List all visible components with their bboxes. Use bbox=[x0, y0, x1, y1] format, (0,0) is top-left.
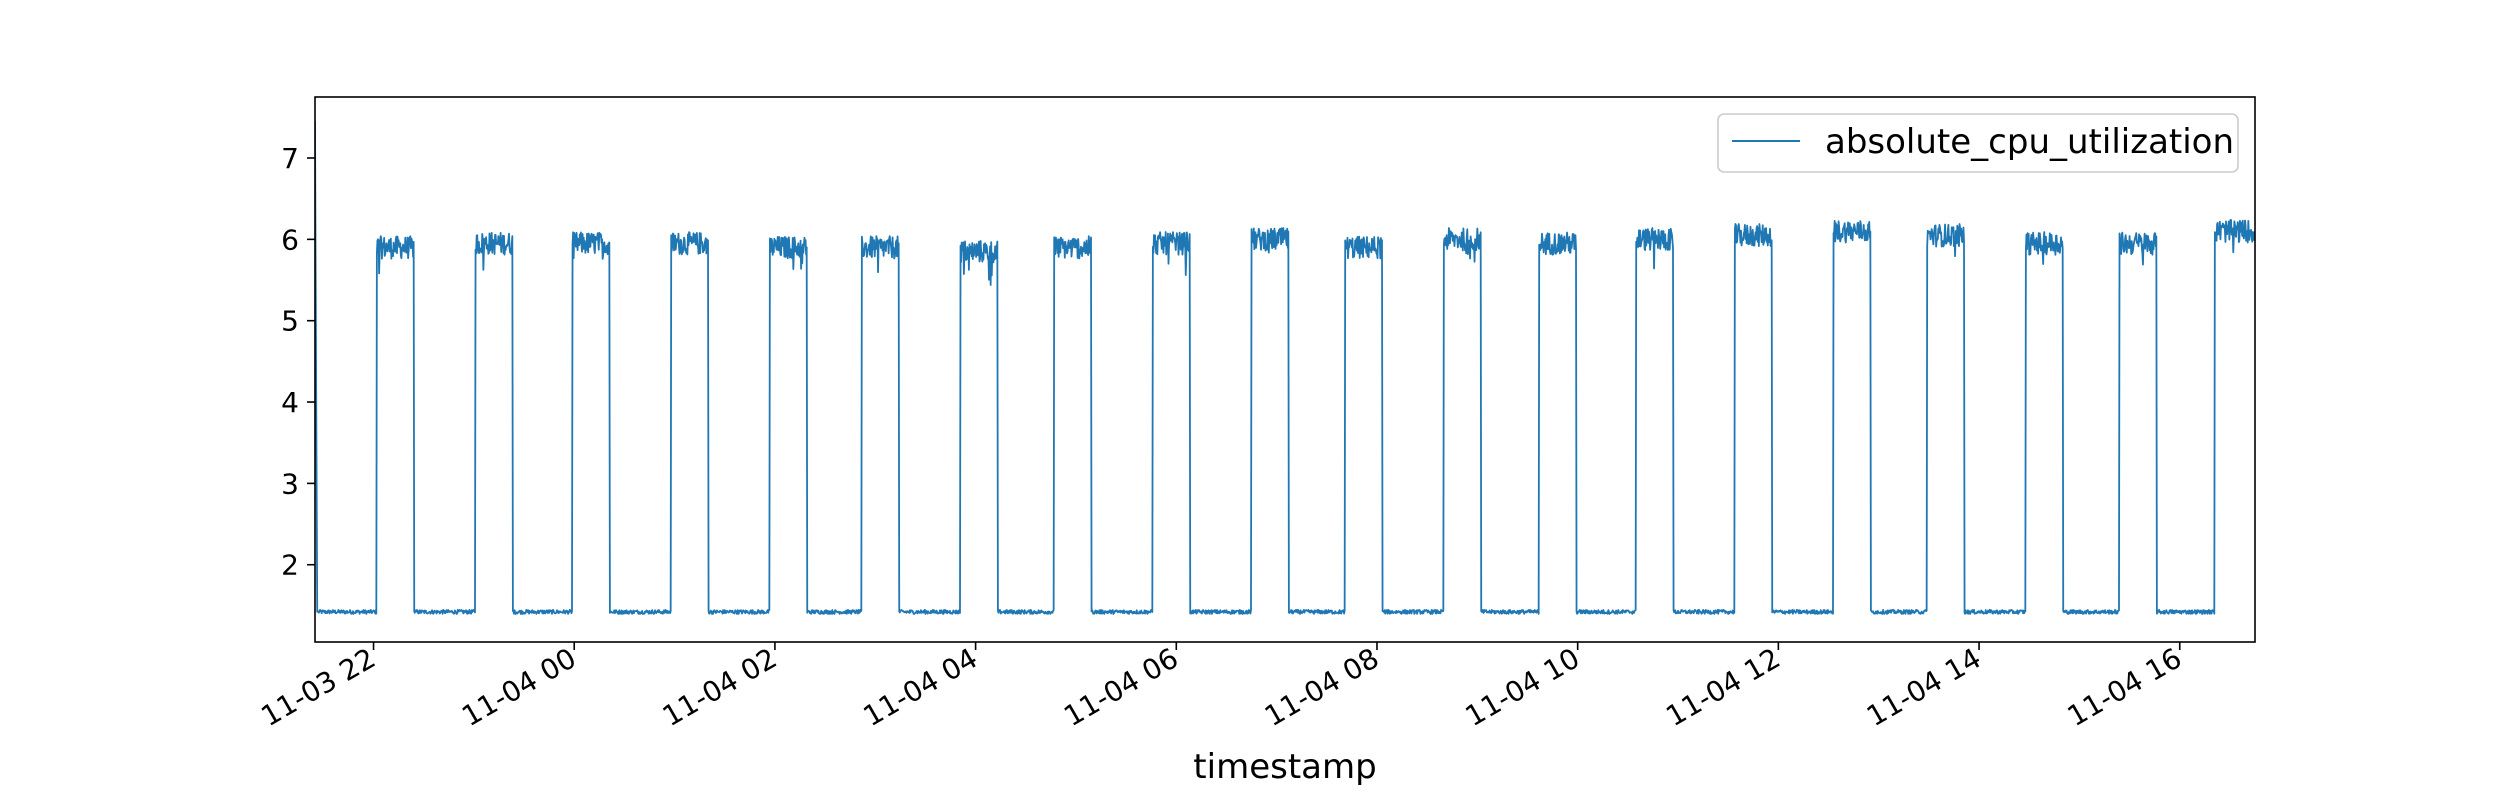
legend: absolute_cpu_utilization bbox=[1717, 113, 2239, 173]
y-axis: 2 3 4 5 6 7 bbox=[281, 142, 315, 582]
y-tick-label: 7 bbox=[281, 142, 299, 175]
legend-box bbox=[1717, 113, 2239, 173]
y-tick-label: 4 bbox=[281, 386, 299, 419]
y-tick-label: 5 bbox=[281, 305, 299, 338]
y-tick-label: 3 bbox=[281, 467, 299, 500]
legend-label: absolute_cpu_utilization bbox=[1825, 122, 2234, 162]
plot-frame bbox=[314, 96, 2256, 643]
y-tick-label: 2 bbox=[281, 549, 299, 582]
series-line-absolute-cpu-utilization bbox=[315, 121, 2255, 615]
plot-area bbox=[315, 97, 2255, 642]
x-axis-label: timestamp bbox=[1193, 747, 1376, 787]
y-tick-label: 6 bbox=[281, 223, 299, 256]
series-layer bbox=[315, 121, 2255, 615]
